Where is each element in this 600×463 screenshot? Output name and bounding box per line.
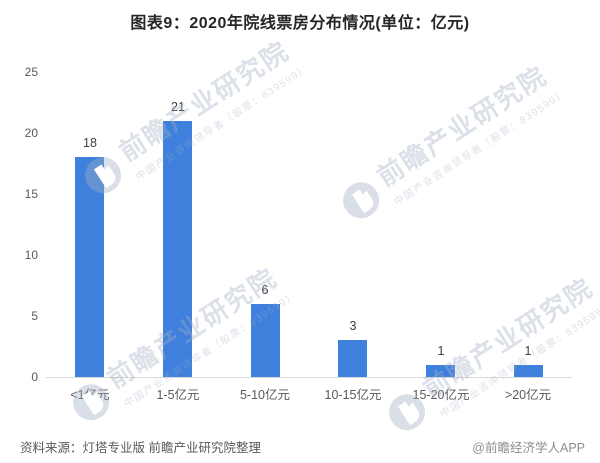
y-axis-tick-label: 15 [24,187,38,201]
bar-value-label: 1 [524,344,532,358]
y-axis-tick-label: 20 [24,126,38,140]
y-axis-tick-label: 10 [24,248,38,262]
x-axis-tick-label: 5-10亿元 [239,388,291,402]
x-axis-tick-label: 1-5亿元 [156,388,200,402]
bar [163,121,192,377]
bar [251,304,280,377]
bar [426,365,455,377]
x-axis-tick-label: 15-20亿元 [412,388,470,402]
x-axis-line [46,377,572,378]
bar-value-label: 6 [261,283,269,297]
bar [338,340,367,377]
x-axis-tick-label: <1亿元 [70,388,110,402]
bar-value-label: 18 [83,136,97,150]
source-note: 资料来源：灯塔专业版 前瞻产业研究院整理 [20,441,261,455]
bar [75,157,104,377]
credit-note: @前瞻经济学人APP [472,441,585,455]
x-axis-tick-label: >20亿元 [504,388,552,402]
bar [514,365,543,377]
bar-value-label: 1 [437,344,445,358]
x-axis-tick-label: 10-15亿元 [324,388,382,402]
bar-value-label: 21 [171,100,185,114]
chart-title: 图表9：2020年院线票房分布情况(单位：亿元) [130,15,470,32]
y-axis-tick-label: 5 [31,309,38,323]
y-axis-tick-label: 25 [24,65,38,79]
bar-value-label: 3 [349,319,357,333]
y-axis-tick-label: 0 [31,370,38,384]
